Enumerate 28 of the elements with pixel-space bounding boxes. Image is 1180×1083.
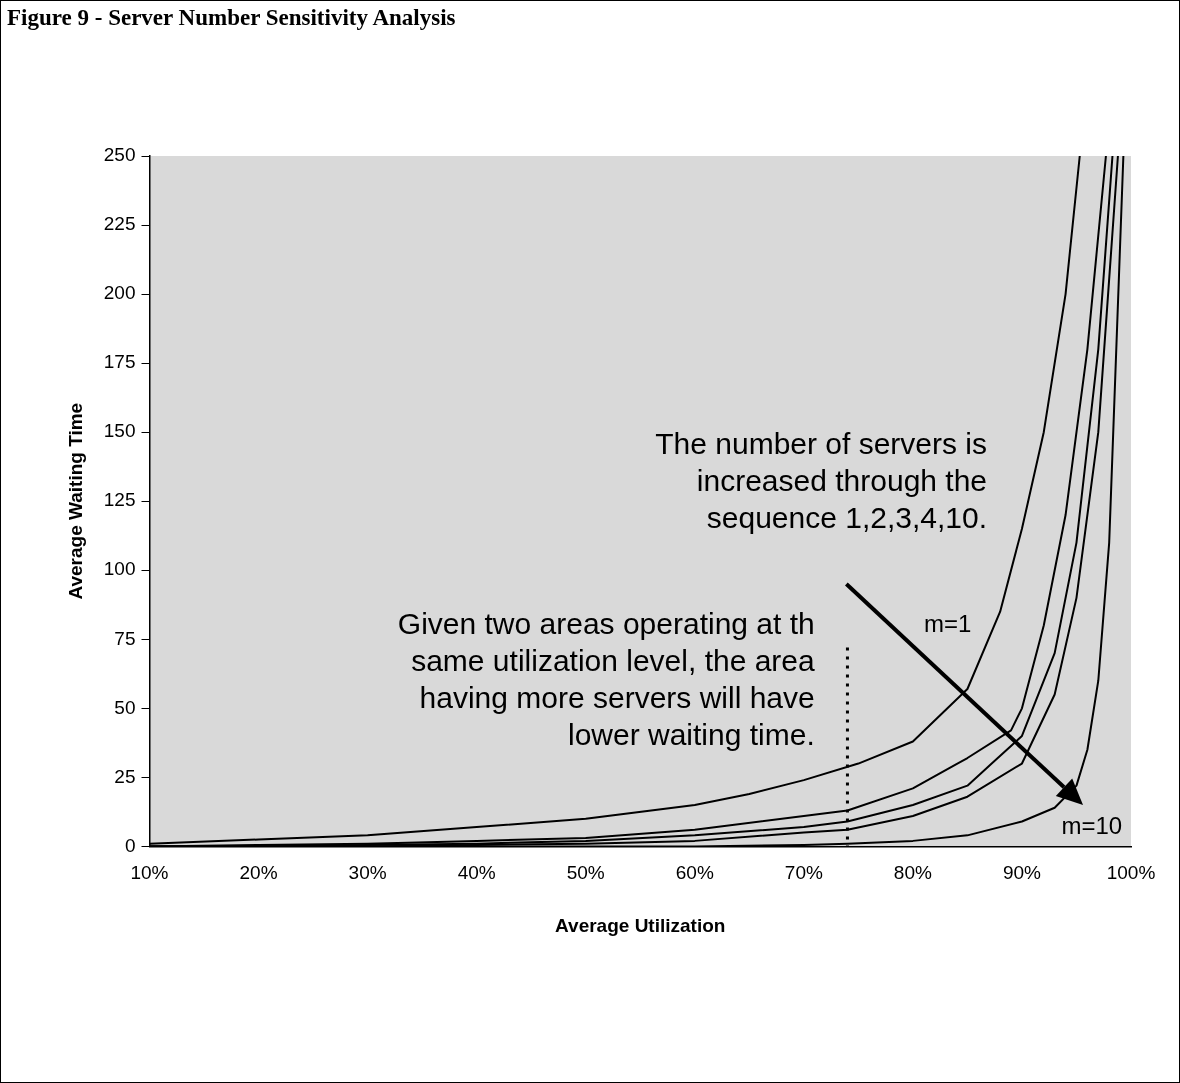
y-tick-label: 125	[103, 489, 136, 511]
x-tick-label: 10%	[130, 862, 169, 884]
y-tick-label: 0	[124, 834, 136, 856]
x-tick-label: 100%	[1106, 862, 1156, 884]
y-tick-label: 200	[103, 282, 136, 304]
y-tick-label: 100	[103, 558, 136, 580]
chart-title: Figure 9 - Server Number Sensitivity Analysis	[7, 5, 456, 31]
x-tick-label: 40%	[457, 862, 496, 884]
annotation: The number of servers is increased through the sequence 1,2,3,4,10.	[655, 427, 988, 535]
x-tick-label: 80%	[893, 862, 933, 884]
x-tick-label: 20%	[239, 862, 278, 884]
y-tick-label: 175	[103, 351, 136, 373]
annotation: Given two areas operating at th same utilization level, the area having more servers will have lower waiting time.	[397, 606, 816, 751]
x-tick-label: 60%	[675, 862, 714, 884]
y-tick-label: 150	[103, 420, 136, 442]
y-tick-label: 25	[114, 765, 136, 787]
x-tick-label: 90%	[1002, 862, 1042, 884]
x-axis-title: Average Utilization	[555, 914, 726, 936]
x-tick-label: 30%	[348, 862, 387, 884]
y-tick-label: 225	[103, 213, 136, 235]
annotation: m=1	[924, 610, 972, 638]
y-tick-label: 75	[114, 627, 136, 649]
x-tick-label: 50%	[566, 862, 605, 884]
annotation: m=10	[1061, 811, 1123, 839]
y-axis-title: Average Waiting Time	[64, 402, 86, 600]
y-tick-label: 250	[103, 144, 136, 166]
x-tick-label: 70%	[784, 862, 823, 884]
y-tick-label: 50	[114, 696, 136, 718]
